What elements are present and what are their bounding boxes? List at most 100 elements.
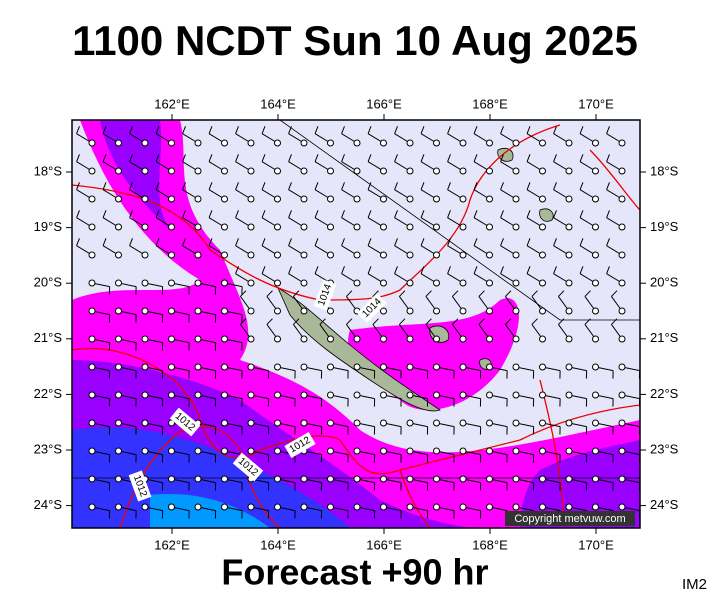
barb-station xyxy=(89,336,95,342)
barb-station xyxy=(540,476,546,482)
barb-station xyxy=(222,448,228,454)
barb-station xyxy=(381,420,387,426)
barb-station xyxy=(142,308,148,314)
barb-station xyxy=(142,392,148,398)
barb-station xyxy=(487,140,493,146)
barb-station xyxy=(354,476,360,482)
copyright: Copyright metvuw.com xyxy=(514,513,625,525)
barb-station xyxy=(89,448,95,454)
barb-station xyxy=(566,392,572,398)
barb-station xyxy=(248,392,254,398)
barb-station xyxy=(513,420,519,426)
barb-station xyxy=(540,448,546,454)
barb-station xyxy=(142,420,148,426)
barb-station xyxy=(619,168,625,174)
barb-station xyxy=(222,504,228,510)
barb-station xyxy=(513,364,519,370)
barb-station xyxy=(275,336,281,342)
lon-label: 168°E xyxy=(472,537,508,552)
barb-station xyxy=(116,392,122,398)
barb-station xyxy=(195,224,201,230)
barb-station xyxy=(354,392,360,398)
barb-station xyxy=(116,168,122,174)
island xyxy=(540,209,554,221)
barb-station xyxy=(169,280,175,286)
barb-station xyxy=(619,364,625,370)
barb-station xyxy=(540,252,546,258)
barb-station xyxy=(328,420,334,426)
barb-station xyxy=(619,140,625,146)
barb-station xyxy=(513,308,519,314)
barb-station xyxy=(248,140,254,146)
barb-station xyxy=(195,476,201,482)
barb-station xyxy=(566,140,572,146)
lat-label: 21°S xyxy=(34,330,63,345)
barb-station xyxy=(460,504,466,510)
barb-station xyxy=(328,504,334,510)
barb-station xyxy=(540,308,546,314)
barb-station xyxy=(89,504,95,510)
barb-station xyxy=(142,504,148,510)
image-tag: IM2 xyxy=(682,576,707,593)
barb-station xyxy=(540,224,546,230)
barb-station xyxy=(381,280,387,286)
barb-station xyxy=(540,168,546,174)
barb-station xyxy=(593,224,599,230)
barb-station xyxy=(89,392,95,398)
barb-station xyxy=(487,476,493,482)
barb-station xyxy=(116,476,122,482)
barb-station xyxy=(89,224,95,230)
barb-station xyxy=(275,448,281,454)
barb-station xyxy=(248,420,254,426)
barb-station xyxy=(513,196,519,202)
barb-station xyxy=(460,448,466,454)
barb-station xyxy=(328,336,334,342)
barb-station xyxy=(566,448,572,454)
barb-station xyxy=(381,168,387,174)
title: 1100 NCDT Sun 10 Aug 2025 xyxy=(72,17,638,64)
barb-station xyxy=(513,168,519,174)
barb-station xyxy=(381,364,387,370)
barb-station xyxy=(407,224,413,230)
barb-station xyxy=(116,280,122,286)
barb-station xyxy=(142,252,148,258)
barb-station xyxy=(301,420,307,426)
barb-station xyxy=(116,364,122,370)
barb-station xyxy=(381,476,387,482)
barb-station xyxy=(513,252,519,258)
barb-station xyxy=(328,168,334,174)
barb-station xyxy=(381,448,387,454)
lon-label: 168°E xyxy=(472,96,508,111)
barb-station xyxy=(301,392,307,398)
barb-station xyxy=(301,140,307,146)
barb-station xyxy=(381,140,387,146)
barb-station xyxy=(275,420,281,426)
barb-station xyxy=(487,448,493,454)
barb-station xyxy=(275,168,281,174)
barb-station xyxy=(540,504,546,510)
lat-label: 24°S xyxy=(34,497,63,512)
barb-station xyxy=(566,476,572,482)
barb-station xyxy=(619,420,625,426)
barb-station xyxy=(460,308,466,314)
barb-station xyxy=(354,224,360,230)
lon-label: 162°E xyxy=(154,537,190,552)
lon-label: 164°E xyxy=(260,537,296,552)
barb-station xyxy=(434,252,440,258)
barb-station xyxy=(434,308,440,314)
barb-station xyxy=(487,224,493,230)
barb-station xyxy=(275,140,281,146)
barb-station xyxy=(487,168,493,174)
barb-station xyxy=(593,336,599,342)
lat-label: 23°S xyxy=(650,441,679,456)
barb-station xyxy=(619,196,625,202)
footer: Forecast +90 hr xyxy=(221,552,488,593)
barb-station xyxy=(195,336,201,342)
lon-label: 164°E xyxy=(260,96,296,111)
barb-station xyxy=(354,336,360,342)
lat-label: 20°S xyxy=(650,275,679,290)
barb-station xyxy=(169,392,175,398)
barb-station xyxy=(222,420,228,426)
barb-station xyxy=(434,336,440,342)
barb-station xyxy=(566,420,572,426)
